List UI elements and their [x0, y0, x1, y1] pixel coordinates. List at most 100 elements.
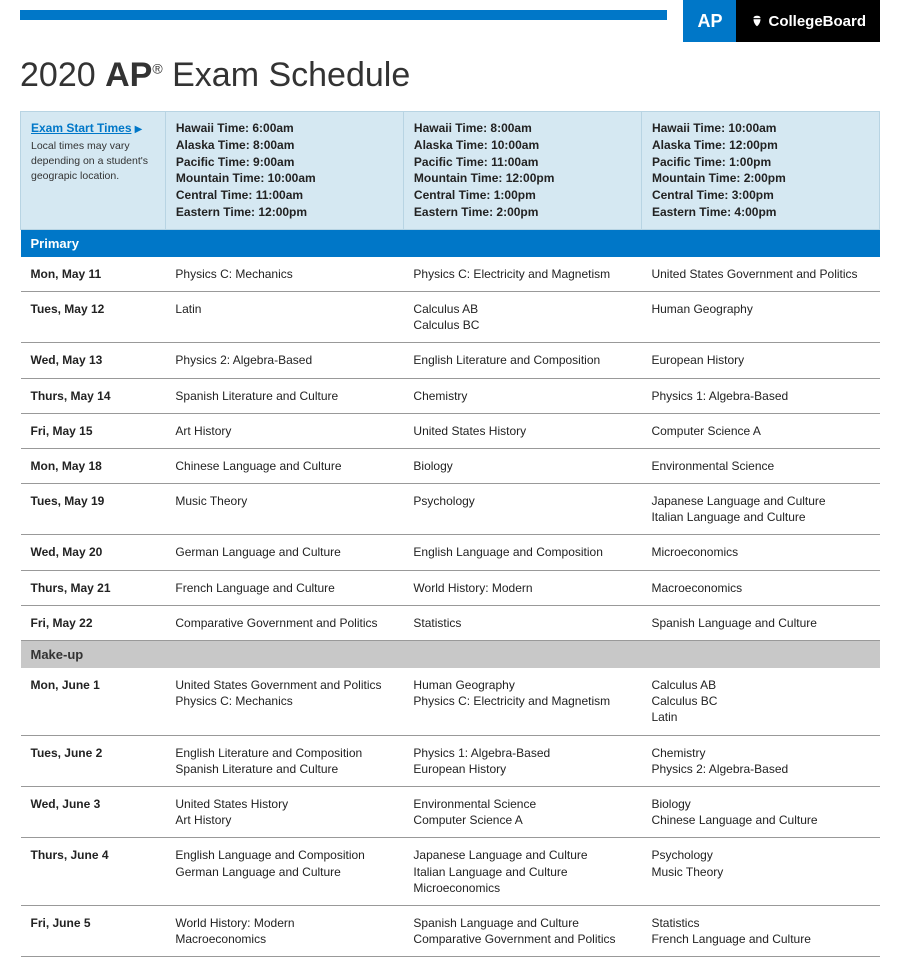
- exam-cell: Environmental Science: [641, 448, 879, 483]
- exam-cell: Biology: [403, 448, 641, 483]
- section-spacer: [403, 641, 641, 669]
- exam-cell: Chinese Language and Culture: [165, 448, 403, 483]
- date-cell: Tues, May 12: [21, 291, 166, 342]
- exam-cell: Spanish Language and Culture: [641, 605, 879, 640]
- exam-cell: English Literature and Composition: [403, 343, 641, 378]
- collegeboard-label: CollegeBoard: [768, 13, 866, 30]
- exam-cell: World History: ModernMacroeconomics: [165, 905, 403, 956]
- collegeboard-badge: CollegeBoard: [736, 0, 880, 42]
- section-label: Primary: [21, 229, 166, 257]
- arrow-icon: ▶: [135, 124, 143, 135]
- exam-cell: Music Theory: [165, 484, 403, 535]
- logo-block: AP CollegeBoard: [683, 0, 880, 42]
- date-cell: Thurs, May 14: [21, 378, 166, 413]
- schedule-table: Exam Start Times ▶ Local times may vary d…: [20, 111, 880, 957]
- exam-cell: English Language and CompositionGerman L…: [165, 838, 403, 906]
- exam-cell: United States Government and Politics: [641, 257, 879, 292]
- date-cell: Fri, May 22: [21, 605, 166, 640]
- exam-cell: Physics C: Electricity and Magnetism: [403, 257, 641, 292]
- times-header-label: Exam Start Times: [31, 121, 132, 135]
- exam-cell: German Language and Culture: [165, 535, 403, 570]
- table-row: Thurs, June 4English Language and Compos…: [21, 838, 880, 906]
- times-row: Exam Start Times ▶ Local times may vary d…: [21, 112, 880, 230]
- exam-cell: French Language and Culture: [165, 570, 403, 605]
- table-row: Mon, June 1United States Government and …: [21, 668, 880, 735]
- section-header-primary: Primary: [21, 229, 880, 257]
- exam-cell: World History: Modern: [403, 570, 641, 605]
- date-cell: Thurs, June 4: [21, 838, 166, 906]
- exam-cell: United States History: [403, 413, 641, 448]
- exam-cell: English Language and Composition: [403, 535, 641, 570]
- table-row: Wed, May 20German Language and CultureEn…: [21, 535, 880, 570]
- exam-cell: Human Geography: [641, 291, 879, 342]
- accent-stripe: [20, 10, 667, 20]
- exam-cell: Microeconomics: [641, 535, 879, 570]
- exam-cell: Macroeconomics: [641, 570, 879, 605]
- section-spacer: [641, 229, 879, 257]
- exam-cell: Psychology: [403, 484, 641, 535]
- exam-cell: BiologyChinese Language and Culture: [641, 786, 879, 837]
- table-row: Mon, May 18Chinese Language and CultureB…: [21, 448, 880, 483]
- exam-cell: Japanese Language and CultureItalian Lan…: [403, 838, 641, 906]
- exam-cell: Human GeographyPhysics C: Electricity an…: [403, 668, 641, 735]
- acorn-icon: [750, 14, 764, 28]
- section-spacer: [641, 641, 879, 669]
- exam-cell: Computer Science A: [641, 413, 879, 448]
- date-cell: Wed, June 3: [21, 786, 166, 837]
- exam-cell: United States HistoryArt History: [165, 786, 403, 837]
- date-cell: Fri, May 15: [21, 413, 166, 448]
- exam-cell: Calculus ABCalculus BC: [403, 291, 641, 342]
- exam-cell: ChemistryPhysics 2: Algebra-Based: [641, 735, 879, 786]
- section-header-make-up: Make-up: [21, 641, 880, 669]
- page-title: 2020 AP® Exam Schedule: [0, 42, 900, 111]
- date-cell: Wed, May 13: [21, 343, 166, 378]
- exam-cell: Physics C: Mechanics: [165, 257, 403, 292]
- section-spacer: [165, 641, 403, 669]
- date-cell: Thurs, May 21: [21, 570, 166, 605]
- top-bar: AP CollegeBoard: [0, 0, 900, 42]
- table-row: Tues, May 19Music TheoryPsychologyJapane…: [21, 484, 880, 535]
- exam-cell: United States Government and PoliticsPhy…: [165, 668, 403, 735]
- table-row: Fri, May 15Art HistoryUnited States Hist…: [21, 413, 880, 448]
- date-cell: Tues, June 2: [21, 735, 166, 786]
- ap-badge: AP: [683, 0, 736, 42]
- exam-cell: PsychologyMusic Theory: [641, 838, 879, 906]
- exam-cell: StatisticsFrench Language and Culture: [641, 905, 879, 956]
- table-row: Wed, May 13Physics 2: Algebra-BasedEngli…: [21, 343, 880, 378]
- exam-cell: Calculus ABCalculus BCLatin: [641, 668, 879, 735]
- section-spacer: [165, 229, 403, 257]
- exam-cell: Physics 1: Algebra-Based: [641, 378, 879, 413]
- section-spacer: [403, 229, 641, 257]
- exam-cell: Physics 1: Algebra-BasedEuropean History: [403, 735, 641, 786]
- exam-cell: Statistics: [403, 605, 641, 640]
- section-label: Make-up: [21, 641, 166, 669]
- exam-cell: Latin: [165, 291, 403, 342]
- times-header-cell: Exam Start Times ▶ Local times may vary d…: [21, 112, 166, 230]
- table-row: Fri, June 5World History: ModernMacroeco…: [21, 905, 880, 956]
- exam-cell: Physics 2: Algebra-Based: [165, 343, 403, 378]
- exam-cell: Spanish Literature and Culture: [165, 378, 403, 413]
- date-cell: Mon, May 18: [21, 448, 166, 483]
- date-cell: Fri, June 5: [21, 905, 166, 956]
- exam-cell: English Literature and CompositionSpanis…: [165, 735, 403, 786]
- exam-cell: Art History: [165, 413, 403, 448]
- exam-cell: Japanese Language and CultureItalian Lan…: [641, 484, 879, 535]
- table-row: Fri, May 22Comparative Government and Po…: [21, 605, 880, 640]
- table-row: Wed, June 3United States HistoryArt Hist…: [21, 786, 880, 837]
- date-cell: Tues, May 19: [21, 484, 166, 535]
- exam-cell: Environmental ScienceComputer Science A: [403, 786, 641, 837]
- exam-cell: Comparative Government and Politics: [165, 605, 403, 640]
- date-cell: Mon, May 11: [21, 257, 166, 292]
- times-note: Local times may vary depending on a stud…: [31, 139, 155, 183]
- table-row: Tues, June 2English Literature and Compo…: [21, 735, 880, 786]
- time-slot-0: Hawaii Time: 6:00amAlaska Time: 8:00amPa…: [165, 112, 403, 230]
- time-slot-2: Hawaii Time: 10:00amAlaska Time: 12:00pm…: [641, 112, 879, 230]
- date-cell: Mon, June 1: [21, 668, 166, 735]
- exam-cell: European History: [641, 343, 879, 378]
- time-slot-1: Hawaii Time: 8:00amAlaska Time: 10:00amP…: [403, 112, 641, 230]
- table-row: Tues, May 12LatinCalculus ABCalculus BCH…: [21, 291, 880, 342]
- date-cell: Wed, May 20: [21, 535, 166, 570]
- table-row: Thurs, May 14Spanish Literature and Cult…: [21, 378, 880, 413]
- exam-cell: Chemistry: [403, 378, 641, 413]
- exam-cell: Spanish Language and CultureComparative …: [403, 905, 641, 956]
